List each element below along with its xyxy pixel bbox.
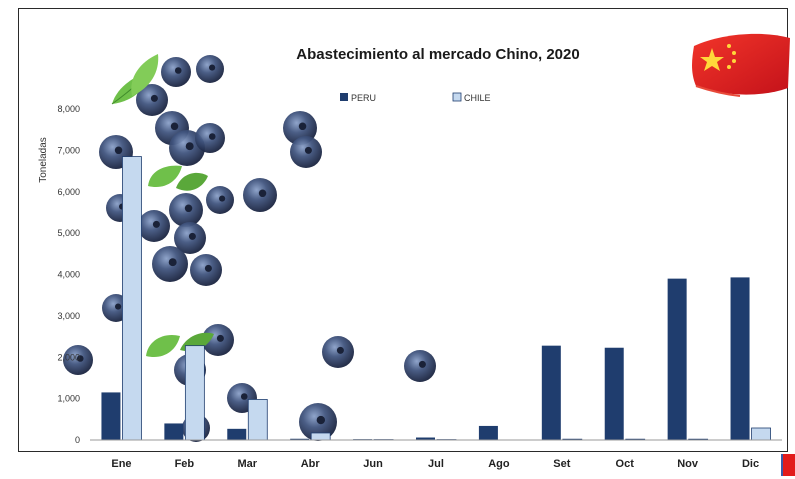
blueberry-crown-icon — [204, 264, 212, 272]
x-tick-label: Nov — [677, 458, 699, 470]
blueberry-crown-icon — [219, 195, 226, 202]
x-tick-label: Ago — [488, 458, 510, 470]
blueberry-crown-icon — [174, 67, 182, 74]
y-tick-label: 5,000 — [57, 228, 80, 238]
legend: PERU CHILE — [340, 92, 491, 103]
y-tick-label: 2,000 — [57, 352, 80, 362]
blueberry-crown-icon — [208, 133, 216, 140]
bar-chile-abr — [310, 432, 331, 441]
legend-label-peru: PERU — [351, 93, 376, 103]
x-tick-label: Jul — [428, 458, 444, 470]
bar-peru-jul — [416, 437, 435, 440]
mint-leaf-icon — [148, 165, 208, 191]
blueberry-crown-icon — [298, 122, 307, 131]
bar-peru-ago — [478, 425, 498, 440]
x-tick-label: Ene — [111, 458, 131, 470]
legend-swatch-chile — [452, 92, 462, 102]
blueberry-crown-icon — [304, 146, 312, 154]
y-axis-label: Toneladas — [38, 137, 49, 183]
bar-peru-feb — [164, 423, 184, 440]
blueberry-crown-icon — [114, 146, 123, 155]
blueberry-crown-icon — [258, 189, 267, 198]
bar-peru-set — [541, 345, 561, 440]
bar-chile-feb — [184, 345, 205, 441]
blueberry-crown-icon — [185, 142, 194, 151]
x-tick-label: Set — [553, 458, 570, 470]
bar-peru-nov — [667, 278, 687, 440]
blueberry-crown-icon — [168, 258, 177, 267]
bar-peru-mar — [227, 428, 247, 440]
x-tick-label: Mar — [237, 458, 257, 470]
bar-peru-abr — [290, 438, 310, 440]
bar-peru-oct — [604, 347, 624, 440]
blueberry-crown-icon — [188, 232, 196, 240]
blueberry-crown-icon — [150, 94, 158, 102]
blueberry-crown-icon — [152, 220, 160, 228]
mint-leaf-icon — [111, 54, 159, 105]
x-tick-label: Oct — [616, 458, 635, 470]
legend-label-chile: CHILE — [464, 93, 491, 103]
y-tick-label: 8,000 — [57, 104, 80, 114]
x-tick-label: Abr — [301, 458, 321, 470]
blueberry-crown-icon — [336, 346, 344, 354]
bar-chile-dic — [751, 427, 771, 441]
x-tick-label: Feb — [175, 458, 195, 470]
blueberry-crown-icon — [418, 360, 426, 368]
blueberry-decoration — [63, 55, 436, 442]
chart-title: Abastecimiento al mercado Chino, 2020 — [296, 46, 579, 63]
x-axis-ticks: Ene Feb Mar Abr Jun Jul Ago Set Oct Nov Dic — [111, 458, 759, 470]
bars — [101, 156, 771, 441]
china-flag-icon — [692, 33, 790, 97]
y-tick-label: 6,000 — [57, 187, 80, 197]
blueberry-crown-icon — [76, 355, 84, 362]
bar-peru-dic — [730, 277, 750, 440]
x-tick-label: Dic — [742, 458, 759, 470]
y-tick-label: 7,000 — [57, 145, 80, 155]
y-tick-label: 1,000 — [57, 394, 80, 404]
corner-badge — [783, 454, 795, 476]
y-tick-label: 0 — [75, 435, 80, 445]
blueberry-crown-icon — [240, 393, 248, 400]
legend-swatch-peru — [340, 93, 348, 101]
bar-peru-ene — [101, 392, 121, 440]
blueberry-crown-icon — [216, 334, 224, 342]
blueberry-crown-icon — [170, 122, 179, 131]
y-axis-ticks: 0 1,000 2,000 3,000 4,000 5,000 6,000 7,000 8,00… — [57, 104, 80, 445]
blueberry-crown-icon — [209, 64, 216, 71]
bar-chile-ene — [122, 156, 142, 441]
y-tick-label: 3,000 — [57, 311, 80, 321]
blueberry-crown-icon — [316, 415, 326, 425]
blueberry-crown-icon — [115, 303, 122, 310]
background-strip — [0, 452, 795, 479]
bar-chile-mar — [247, 399, 268, 441]
y-tick-label: 4,000 — [57, 270, 80, 280]
blueberry-crown-icon — [184, 204, 193, 213]
x-tick-label: Jun — [363, 458, 383, 470]
